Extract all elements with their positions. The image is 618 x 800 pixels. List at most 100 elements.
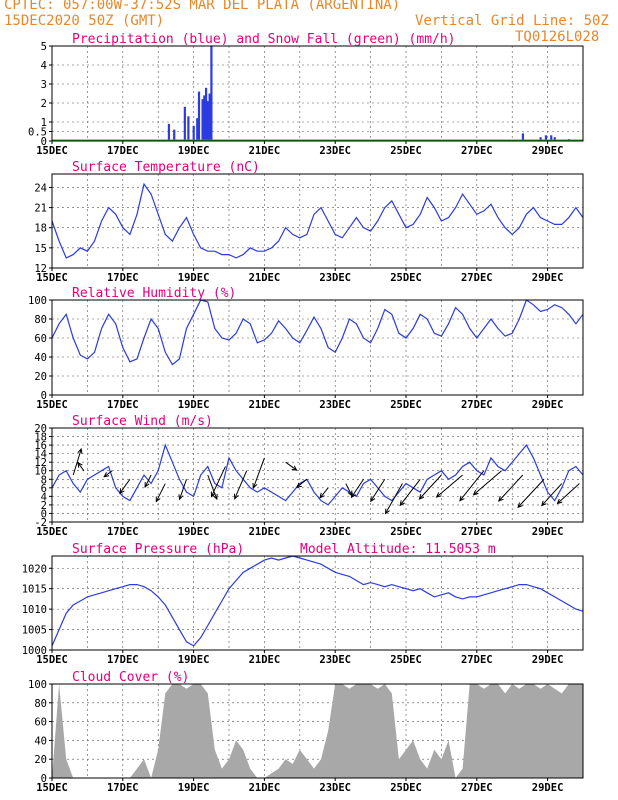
- run-date: 15DEC2020 50Z (GMT): [4, 13, 165, 29]
- x-tick-label: 25DEC: [390, 526, 422, 538]
- x-tick-label: 21DEC: [249, 272, 281, 284]
- y-tick-label: 6: [41, 483, 47, 495]
- wind-arrow-head: [384, 508, 390, 515]
- x-tick-label: 29DEC: [532, 399, 564, 411]
- y-tick-label: 5: [41, 41, 47, 53]
- y-tick-label: 1015: [22, 584, 47, 596]
- wind-arrow-shaft: [252, 457, 265, 489]
- y-tick-label: 2: [41, 500, 47, 512]
- wind-arrow-head: [399, 500, 405, 507]
- series-line: [51, 555, 584, 647]
- x-tick-label: 23DEC: [319, 654, 351, 666]
- precip-bar: [210, 46, 213, 141]
- chart-header: CPTEC: 057:00W-37:52S MAR DEL PLATA (ARG…: [0, 0, 618, 48]
- x-tick-label: 21DEC: [249, 399, 281, 411]
- x-tick-label: 21DEC: [249, 782, 281, 794]
- panel-title: Surface Temperature (nC): [72, 160, 260, 175]
- x-tick-label: 19DEC: [178, 145, 210, 157]
- x-tick-label: 17DEC: [107, 526, 139, 538]
- y-tick-label: 4: [41, 60, 47, 72]
- y-tick-label: 0: [41, 773, 47, 785]
- y-tick-label: 80: [34, 314, 47, 326]
- y-tick-label: 18: [34, 223, 47, 235]
- y-tick-label: 8: [41, 474, 47, 486]
- wind-arrow-head: [459, 495, 465, 502]
- wind-arrow-shaft: [541, 483, 563, 506]
- x-tick-label: 29DEC: [532, 145, 564, 157]
- wind-arrow-shaft: [319, 487, 329, 499]
- y-tick-label: 15: [34, 243, 47, 255]
- cloud-cover-area: [52, 684, 583, 778]
- panel-frame: [51, 427, 584, 523]
- wind-arrow-shaft: [498, 474, 524, 502]
- wind-arrow-shaft: [296, 478, 308, 488]
- panel-title: Relative Humidity (%): [72, 286, 236, 301]
- wind-arrow-shaft: [419, 474, 442, 500]
- x-tick-label: 23DEC: [319, 399, 351, 411]
- x-tick-label: 17DEC: [107, 782, 139, 794]
- y-tick-label: 21: [34, 203, 47, 215]
- x-tick-label: 27DEC: [461, 145, 493, 157]
- series-line: [51, 443, 584, 506]
- x-tick-label: 29DEC: [532, 654, 564, 666]
- wind-arrow-shaft: [370, 479, 386, 502]
- wind-arrow-head: [155, 496, 161, 503]
- y-tick-label: 0: [41, 136, 47, 148]
- wind-arrow-shaft: [72, 448, 82, 476]
- x-tick-label: 29DEC: [532, 782, 564, 794]
- wind-arrow-head: [350, 492, 357, 499]
- x-tick-label: 15DEC: [36, 145, 68, 157]
- panel-frame: [51, 45, 584, 142]
- x-tick-label: 15DEC: [36, 399, 68, 411]
- wind-arrow-shaft: [77, 462, 85, 472]
- wind-arrow-head: [119, 488, 125, 495]
- y-tick-label: 4: [41, 491, 47, 503]
- x-tick-label: 25DEC: [390, 399, 422, 411]
- wind-arrow-head: [178, 494, 184, 501]
- wind-arrow-head: [472, 489, 479, 496]
- x-tick-label: 27DEC: [461, 526, 493, 538]
- wind-arrow-head: [418, 494, 425, 500]
- wind-arrow-shaft: [207, 474, 218, 500]
- y-tick-label: -2: [34, 517, 47, 529]
- precip-bar: [553, 137, 556, 141]
- y-tick-label: 60: [34, 333, 47, 345]
- x-tick-label: 23DEC: [319, 782, 351, 794]
- precip-bar: [197, 91, 201, 141]
- wind-arrow-shaft: [557, 483, 580, 504]
- x-tick-label: 17DEC: [107, 145, 139, 157]
- panel-title: Surface Pressure (hPa): [72, 542, 244, 557]
- x-tick-label: 27DEC: [461, 399, 493, 411]
- x-tick-label: 21DEC: [249, 654, 281, 666]
- wind-arrow-shaft: [473, 470, 502, 496]
- x-tick-label: 21DEC: [249, 526, 281, 538]
- wind-arrow-shaft: [155, 483, 166, 502]
- wind-arrow-head: [370, 496, 376, 503]
- x-tick-label: 25DEC: [390, 272, 422, 284]
- wind-arrow-shaft: [459, 470, 485, 502]
- wind-arrow-head: [77, 461, 83, 468]
- station-title: CPTEC: 057:00W-37:52S MAR DEL PLATA (ARG…: [4, 0, 401, 13]
- y-tick-label: 1: [41, 117, 47, 129]
- panel-title: Surface Wind (m/s): [72, 414, 213, 429]
- precip-bar: [187, 116, 190, 141]
- x-tick-label: 29DEC: [532, 526, 564, 538]
- x-tick-label: 15DEC: [36, 782, 68, 794]
- wind-arrow-head: [541, 500, 547, 507]
- panel-frame: [51, 555, 584, 651]
- panel-frame: [51, 173, 584, 269]
- grid-note: Vertical Grid Line: 50Z: [415, 13, 609, 29]
- y-tick-label: 24: [34, 182, 47, 194]
- x-tick-label: 19DEC: [178, 782, 210, 794]
- precip-bar: [192, 125, 195, 141]
- wind-arrow-shaft: [345, 483, 353, 496]
- y-tick-label: 100: [28, 295, 47, 307]
- y-tick-label: 20: [34, 423, 47, 435]
- precip-bar: [208, 93, 211, 141]
- precip-bar: [203, 95, 206, 141]
- y-tick-label: 0: [41, 508, 47, 520]
- panel-frame: [51, 299, 584, 396]
- wind-arrow-head: [212, 493, 218, 501]
- panel-title: Precipitation (blue) and Snow Fall (gree…: [72, 32, 456, 47]
